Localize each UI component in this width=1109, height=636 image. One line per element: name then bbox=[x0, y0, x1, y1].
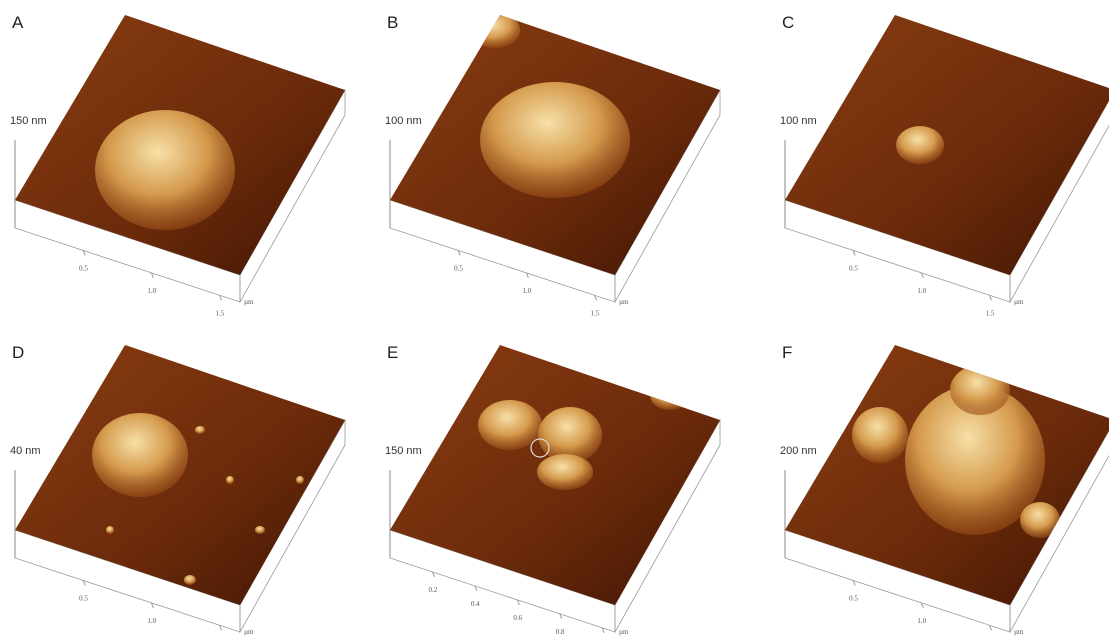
tick bbox=[559, 613, 563, 620]
feature bbox=[106, 526, 114, 534]
tick-label: 0.5 bbox=[79, 594, 88, 602]
panel: C 100 nm 0.5 1.0 1.5 µm bbox=[780, 13, 1109, 317]
tick bbox=[431, 571, 435, 578]
tick-label: 1.0 bbox=[917, 287, 926, 295]
tick-label: 0.5 bbox=[849, 264, 858, 272]
feature bbox=[255, 526, 265, 534]
panel-label: C bbox=[782, 13, 794, 32]
unit-label: µm bbox=[244, 298, 254, 306]
unit-label: µm bbox=[1014, 298, 1024, 306]
marker-circle bbox=[530, 438, 550, 458]
tick bbox=[516, 599, 520, 606]
panel-label: B bbox=[387, 13, 398, 32]
tick-label: 1.0 bbox=[522, 287, 531, 295]
height-scale: 150 nm bbox=[385, 445, 422, 457]
feature bbox=[195, 426, 205, 434]
tick-label: 1.0 bbox=[147, 287, 156, 295]
unit-label: µm bbox=[619, 628, 629, 636]
feature bbox=[95, 110, 235, 230]
height-scale: 200 nm bbox=[780, 445, 817, 457]
panel: B 100 nm 0.5 1.0 1.5 µm bbox=[385, 13, 721, 317]
tick bbox=[82, 580, 86, 586]
side-face bbox=[1009, 99, 1109, 304]
panel: A 150 nm 0.5 1.0 1.5 µm bbox=[10, 13, 346, 317]
feature bbox=[852, 407, 908, 463]
tick-label: 0.5 bbox=[79, 264, 88, 272]
feature bbox=[650, 380, 690, 410]
tick bbox=[525, 272, 529, 279]
tick bbox=[852, 580, 856, 586]
panel-label: A bbox=[12, 13, 24, 32]
side-face bbox=[614, 418, 721, 634]
tick bbox=[219, 295, 223, 301]
feature bbox=[950, 365, 1010, 415]
side-face bbox=[239, 88, 346, 304]
tick-label: 1.0 bbox=[147, 617, 156, 625]
features bbox=[896, 126, 944, 164]
tick bbox=[474, 585, 478, 592]
surface bbox=[785, 15, 1109, 275]
height-scale: 100 nm bbox=[780, 115, 817, 127]
feature bbox=[92, 413, 188, 497]
feature bbox=[478, 400, 542, 450]
tick bbox=[920, 602, 924, 609]
unit-label: µm bbox=[1014, 628, 1024, 636]
feature bbox=[75, 365, 85, 375]
panel-label: E bbox=[387, 343, 398, 362]
tick-label: 1.0 bbox=[917, 617, 926, 625]
tick bbox=[601, 627, 605, 633]
tick-label: 1.5 bbox=[216, 309, 225, 317]
feature bbox=[480, 82, 630, 198]
tick bbox=[594, 295, 598, 301]
side-face bbox=[614, 88, 721, 304]
tick bbox=[150, 602, 154, 609]
feature bbox=[538, 407, 602, 463]
tick bbox=[852, 250, 856, 256]
panel-label: F bbox=[782, 343, 792, 362]
side-face bbox=[239, 418, 346, 634]
feature bbox=[1020, 502, 1060, 538]
panel-label: D bbox=[12, 343, 24, 362]
tick-label: 0.6 bbox=[513, 614, 522, 622]
tick-label: 0.5 bbox=[454, 264, 463, 272]
feature bbox=[470, 15, 520, 48]
tick bbox=[989, 625, 993, 631]
feature bbox=[537, 454, 593, 490]
tick bbox=[82, 250, 86, 256]
tick-label: 0.5 bbox=[849, 594, 858, 602]
height-scale: 100 nm bbox=[385, 115, 422, 127]
tick bbox=[219, 625, 223, 631]
feature bbox=[905, 385, 1045, 535]
unit-label: µm bbox=[619, 298, 629, 306]
tick bbox=[920, 272, 924, 279]
panel: D40 nm0.51.01.5µm bbox=[10, 343, 346, 636]
height-scale: 150 nm bbox=[10, 115, 47, 127]
tick-label: 0.8 bbox=[556, 628, 565, 636]
tick bbox=[150, 272, 154, 279]
tick bbox=[457, 250, 461, 256]
tick-label: 1.5 bbox=[591, 309, 600, 317]
height-scale: 40 nm bbox=[10, 445, 41, 457]
tick-label: 0.2 bbox=[428, 586, 437, 594]
tick-label: 0.4 bbox=[471, 600, 480, 608]
feature bbox=[226, 476, 234, 484]
feature bbox=[296, 476, 304, 484]
tick bbox=[989, 295, 993, 301]
unit-label: µm bbox=[244, 628, 254, 636]
tick-label: 1.5 bbox=[986, 309, 995, 317]
side-face bbox=[1009, 429, 1109, 634]
feature bbox=[896, 126, 944, 164]
feature bbox=[184, 575, 196, 585]
features bbox=[95, 110, 235, 230]
